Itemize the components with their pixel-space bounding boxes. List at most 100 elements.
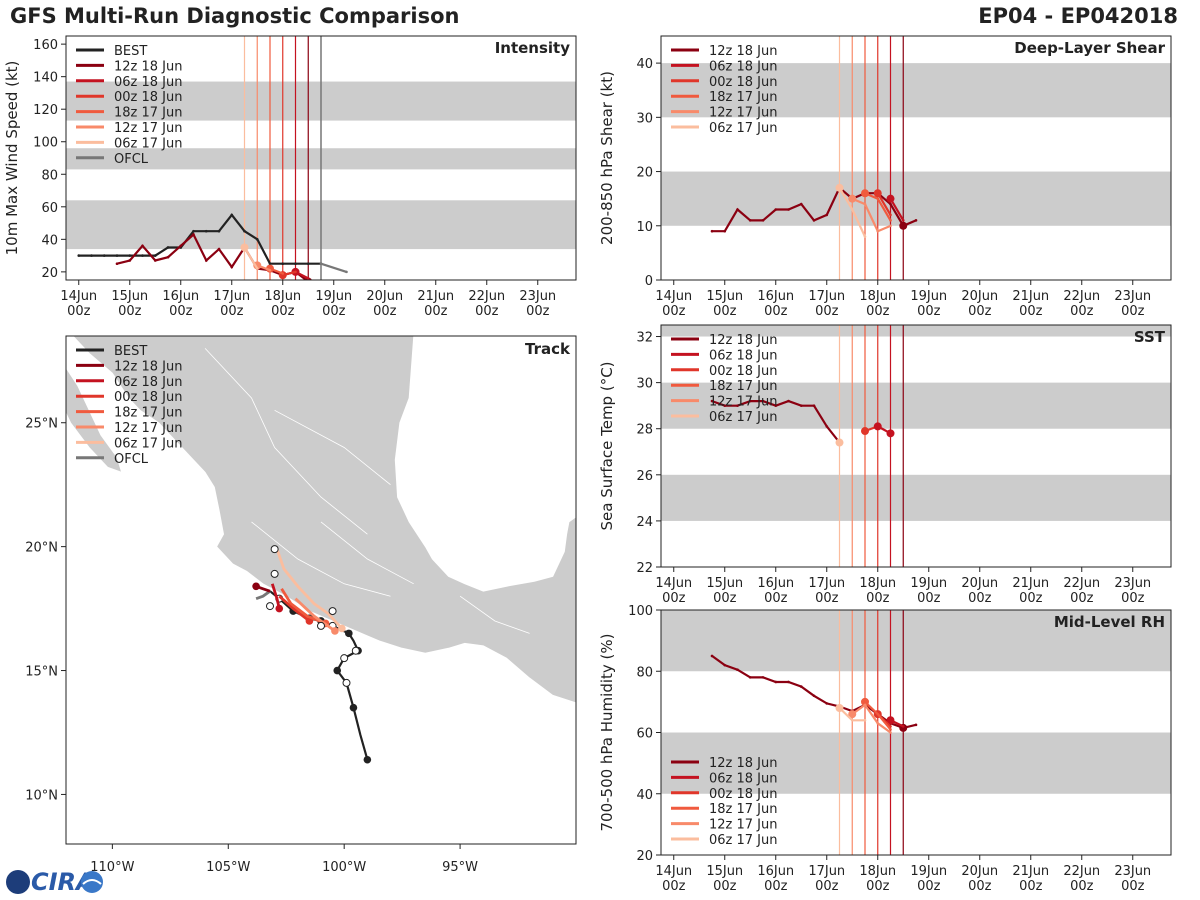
track-point-BEST <box>349 703 358 712</box>
legend-label-track: BEST <box>114 344 147 359</box>
xtick-label-intensity: 00z <box>475 304 499 319</box>
panel-title-track: Track <box>525 340 571 358</box>
point-rh <box>848 710 857 719</box>
cira-logo: CIRA <box>6 868 103 896</box>
xtick-label-shear: 15Jun <box>706 289 743 304</box>
xtick-label-sst: 20Jun <box>961 576 998 591</box>
ytick-label-sst: 22 <box>636 561 653 576</box>
point-intensity <box>179 244 183 248</box>
track-point-BEST <box>345 629 353 638</box>
point-shear <box>850 208 854 211</box>
point-sst <box>886 429 895 438</box>
xtick-label-shear: 21Jun <box>1012 289 1049 304</box>
point-rh <box>787 680 790 684</box>
point-shear <box>886 194 895 203</box>
point-intensity <box>230 265 234 269</box>
point-shear <box>812 219 816 222</box>
legend-label-track: 06z 18 Jun <box>114 375 183 390</box>
point-intensity <box>77 254 81 257</box>
track-06z-17-Jun <box>275 548 343 630</box>
panel-rh: 2040608010014Jun00z15Jun00z16Jun00z17Jun… <box>598 604 1172 894</box>
legend-label-rh: 18z 17 Jun <box>709 802 778 817</box>
ytick-label-sst: 28 <box>636 423 653 438</box>
xtick-label-intensity: 19Jun <box>315 289 352 304</box>
track-point-BEST <box>363 755 372 764</box>
point-sst <box>835 438 844 447</box>
band-shear-0 <box>661 171 1171 226</box>
xtick-label-rh: 00z <box>866 879 890 894</box>
point-rh <box>710 654 714 658</box>
frame-shear <box>660 35 1172 281</box>
panel-track: 110°W 105°W 100°W 95°W 10°N 15°N 20°N 25°N Track… <box>25 335 577 875</box>
xtick-label-sst: 23Jun <box>1114 576 1151 591</box>
point-sst <box>761 399 765 403</box>
xtick-label-sst: 00z <box>713 591 737 606</box>
xtick-label-shear: 19Jun <box>910 289 947 304</box>
xtick-label-intensity: 00z <box>67 304 91 319</box>
xtick-label-intensity: 00z <box>220 304 244 319</box>
point-intensity <box>102 254 106 257</box>
xtick-label-rh: 00z <box>1121 879 1145 894</box>
point-intensity <box>306 262 310 266</box>
ytick-label-sst: 24 <box>636 515 653 530</box>
point-intensity <box>268 262 272 266</box>
point-sst <box>812 404 816 407</box>
series-intensity-06z-17-Jun <box>243 246 259 270</box>
map-border-4 <box>459 595 530 634</box>
xtick-label-sst: 21Jun <box>1012 576 1049 591</box>
band-sst-1 <box>661 382 1171 429</box>
panel-title-rh: Mid-Level RH <box>1054 613 1165 631</box>
point-sst <box>787 399 790 403</box>
point-sst <box>748 399 752 403</box>
point-intensity <box>281 262 285 266</box>
storm-id: EP04 - EP042018 <box>978 4 1178 28</box>
legend-label-sst: 06z 18 Jun <box>709 348 778 363</box>
ytick-label-intensity: 100 <box>33 136 58 151</box>
xtick-label-rh: 15Jun <box>706 864 743 879</box>
band-sst-0 <box>661 474 1171 521</box>
point-rh <box>889 731 892 734</box>
xtick-label-shear: 00z <box>764 304 788 319</box>
point-sst <box>774 404 778 407</box>
xtick-label-sst: 15Jun <box>706 576 743 591</box>
point-rh <box>799 685 803 688</box>
ylabel-sst: Sea Surface Temp (°C) <box>598 361 616 530</box>
series-shear-00z-18-Jun <box>876 192 892 216</box>
panel-shear: 01020304014Jun00z15Jun00z16Jun00z17Jun00… <box>598 35 1172 319</box>
track-point-BEST <box>333 666 342 675</box>
track-point-06z-17-Jun <box>338 624 346 633</box>
xtick-label-sst: 00z <box>662 591 686 606</box>
legend-label-rh: 06z 18 Jun <box>709 771 778 786</box>
point-rh <box>861 697 869 706</box>
xtick-label-shear: 00z <box>815 304 839 319</box>
point-intensity <box>204 229 208 233</box>
point-shear <box>761 219 765 222</box>
track-open-point-5 <box>351 646 360 655</box>
ytick-label-rh: 80 <box>636 665 653 680</box>
point-intensity <box>128 259 132 262</box>
ytick-label-intensity: 60 <box>41 201 58 216</box>
legend-label-rh: 06z 17 Jun <box>709 833 778 848</box>
point-shear <box>901 219 905 222</box>
point-intensity <box>240 243 249 252</box>
plot-area-sst <box>661 325 1171 567</box>
track-open-point-2 <box>266 602 274 611</box>
track-point-12z-18-Jun <box>252 582 260 591</box>
map-land-mexico <box>72 336 576 704</box>
ytick-label-intensity: 120 <box>33 103 58 118</box>
xtick-label-shear: 00z <box>1019 304 1043 319</box>
point-intensity <box>268 268 272 272</box>
xtick-label-sst: 00z <box>815 591 839 606</box>
legend-label-sst: 12z 18 Jun <box>709 333 778 348</box>
point-shear <box>873 189 882 198</box>
point-rh <box>889 728 892 731</box>
point-shear <box>914 219 918 222</box>
point-intensity <box>306 277 310 280</box>
frame-track <box>65 335 577 845</box>
legend-label-intensity: 12z 17 Jun <box>114 121 183 136</box>
point-intensity <box>255 238 259 241</box>
ytick-label-track: 15°N <box>25 665 58 680</box>
ytick-label-shear: 10 <box>636 220 653 235</box>
xtick-label-sst: 00z <box>968 591 992 606</box>
